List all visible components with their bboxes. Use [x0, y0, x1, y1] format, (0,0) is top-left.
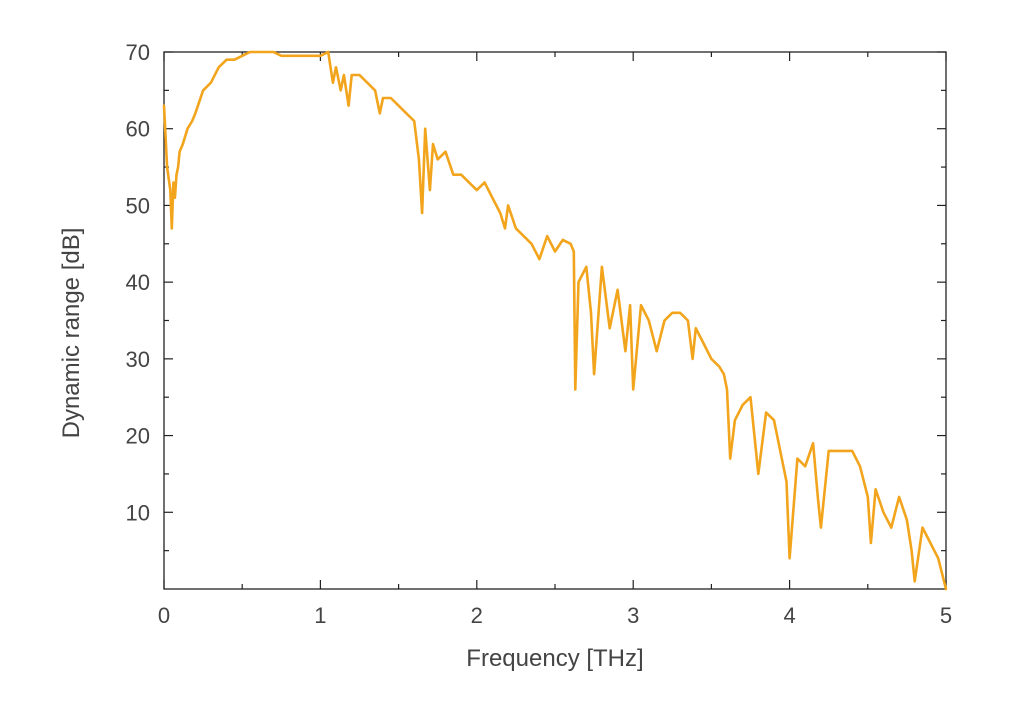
x-axis-label: Frequency [THz] [466, 645, 643, 672]
axis-ticks [163, 51, 947, 589]
y-tick-label: 20 [126, 424, 150, 449]
x-tick-label: 5 [940, 603, 952, 628]
x-tick-label: 1 [314, 603, 326, 628]
dynamic-range-series-line [162, 50, 948, 591]
y-axis-label: Dynamic range [dB] [58, 228, 85, 439]
series-group [162, 50, 948, 591]
y-tick-label: 30 [126, 347, 150, 372]
axis-tick-labels: 0 1 2 3 4 5 10 20 30 40 50 60 70 [126, 40, 953, 628]
y-tick-label: 50 [126, 193, 150, 218]
x-tick-label: 0 [158, 603, 170, 628]
y-tick-label: 60 [126, 117, 150, 142]
y-tick-label: 70 [126, 40, 150, 65]
y-tick-label: 40 [126, 270, 150, 295]
plot-frame [163, 51, 947, 590]
x-tick-label: 4 [783, 603, 795, 628]
x-tick-label: 3 [627, 603, 639, 628]
x-tick-label: 2 [471, 603, 483, 628]
y-tick-label: 10 [126, 500, 150, 525]
